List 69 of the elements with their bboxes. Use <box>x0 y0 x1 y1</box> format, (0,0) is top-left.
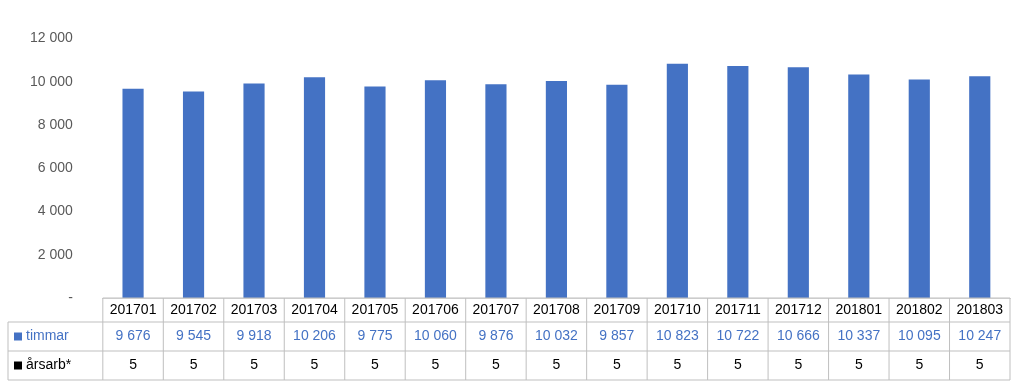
data-label: 10 095 <box>897 327 941 344</box>
data-label: 9 876 <box>478 327 514 344</box>
data-label: 9 775 <box>357 327 393 344</box>
x-tick-label: 201708 <box>533 300 580 317</box>
x-tick-label: 201704 <box>291 300 339 317</box>
data-label: 5 <box>189 356 198 373</box>
y-tick-label: 4 000 <box>37 202 74 219</box>
x-tick-label: 201709 <box>593 300 641 317</box>
data-label: 5 <box>310 356 319 373</box>
y-tick-label: 12 000 <box>29 29 74 46</box>
x-tick-label: 201703 <box>230 300 278 317</box>
data-label: 10 823 <box>655 327 699 344</box>
bar <box>545 80 567 298</box>
data-label: 10 666 <box>776 327 820 344</box>
data-label: 5 <box>673 356 682 373</box>
x-tick-label: 201702 <box>170 300 218 317</box>
data-label: 5 <box>612 356 621 373</box>
bar <box>424 80 447 298</box>
x-tick-label: 201706 <box>412 300 460 317</box>
bar <box>122 88 144 298</box>
x-tick-label: 201712 <box>774 300 822 317</box>
y-tick-label: 2 000 <box>37 245 74 262</box>
bar <box>727 66 749 298</box>
data-label: 5 <box>552 356 561 373</box>
x-tick-label: 201710 <box>654 300 701 317</box>
y-tick-label: - <box>68 288 74 305</box>
data-label: 5 <box>431 356 440 373</box>
data-label: 10 032 <box>535 327 579 344</box>
bar <box>666 63 688 298</box>
bar <box>182 91 205 298</box>
data-label: 10 722 <box>716 327 760 344</box>
x-tick-label: 201802 <box>895 300 943 317</box>
data-label: 9 676 <box>115 327 151 344</box>
data-label: 5 <box>975 356 984 373</box>
bar <box>848 74 870 298</box>
data-label: 5 <box>492 356 501 373</box>
bar <box>364 86 386 298</box>
y-tick-label: 10 000 <box>29 72 74 89</box>
data-label: 5 <box>733 356 742 373</box>
data-label: 9 545 <box>176 327 212 344</box>
bar <box>969 76 991 298</box>
x-tick-label: 201711 <box>715 300 761 317</box>
bar <box>908 79 930 298</box>
data-label: 5 <box>794 356 803 373</box>
data-label: 10 337 <box>837 327 881 344</box>
x-tick-label: 201701 <box>109 300 157 317</box>
data-label: 5 <box>129 356 138 373</box>
data-label: 10 247 <box>958 327 1002 344</box>
y-tick-label: 8 000 <box>37 115 74 132</box>
legend-label: årsarb* <box>26 356 72 373</box>
data-label: 10 060 <box>414 327 458 344</box>
bar <box>787 67 809 298</box>
x-tick-label: 201705 <box>351 300 399 317</box>
data-label: 9 918 <box>236 327 272 344</box>
data-label: 5 <box>915 356 924 373</box>
bar <box>606 84 628 298</box>
bar <box>243 83 265 298</box>
data-label: 5 <box>854 356 863 373</box>
x-tick-label: 201803 <box>956 300 1004 317</box>
data-label: 10 206 <box>293 327 337 344</box>
data-label: 9 857 <box>599 327 635 344</box>
y-tick-label: 6 000 <box>37 159 74 176</box>
x-tick-label: 201801 <box>835 300 883 317</box>
bar <box>303 77 326 298</box>
data-label: 5 <box>371 356 380 373</box>
data-label: 5 <box>250 356 259 373</box>
x-tick-label: 201707 <box>472 300 520 317</box>
bar <box>485 84 507 298</box>
legend-label: timmar <box>26 327 70 344</box>
